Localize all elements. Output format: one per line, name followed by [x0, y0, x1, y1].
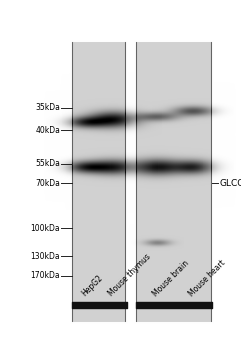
- Text: 100kDa: 100kDa: [31, 224, 60, 233]
- Text: 130kDa: 130kDa: [31, 252, 60, 261]
- Text: HepG2: HepG2: [80, 274, 104, 298]
- Text: 35kDa: 35kDa: [35, 103, 60, 112]
- Text: Mouse heart: Mouse heart: [187, 258, 227, 298]
- Text: 55kDa: 55kDa: [35, 159, 60, 168]
- Text: 40kDa: 40kDa: [35, 126, 60, 135]
- Text: Mouse thymus: Mouse thymus: [107, 252, 153, 298]
- Text: 170kDa: 170kDa: [31, 271, 60, 280]
- Text: 70kDa: 70kDa: [35, 179, 60, 188]
- Text: GLCCI1: GLCCI1: [219, 179, 241, 188]
- Text: Mouse brain: Mouse brain: [151, 259, 191, 298]
